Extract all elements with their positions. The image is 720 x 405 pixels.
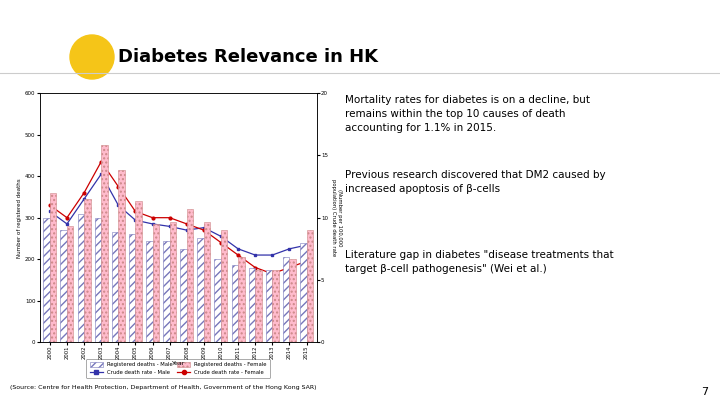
Bar xyxy=(215,259,221,342)
Bar xyxy=(238,257,245,342)
Crude death rate - Female xyxy=(285,265,294,270)
Text: Diabetes Relevance in HK: Diabetes Relevance in HK xyxy=(118,48,378,66)
Text: 7: 7 xyxy=(701,387,708,397)
Bar xyxy=(50,193,56,342)
Bar xyxy=(112,232,118,342)
Bar xyxy=(255,270,261,342)
Text: (Source: Centre for Health Protection, Department of Health, Government of the H: (Source: Centre for Health Protection, D… xyxy=(10,385,317,390)
Crude death rate - Female xyxy=(97,159,106,164)
Y-axis label: (Number per 100,000
population) Crude death rate: (Number per 100,000 population) Crude de… xyxy=(330,179,341,256)
Crude death rate - Male xyxy=(251,253,259,258)
Crude death rate - Male xyxy=(285,246,294,251)
Line: Crude death rate - Female: Crude death rate - Female xyxy=(48,160,308,275)
Bar xyxy=(129,234,135,342)
Line: Crude death rate - Male: Crude death rate - Male xyxy=(48,173,308,256)
X-axis label: Year: Year xyxy=(171,360,185,366)
Bar xyxy=(95,217,102,342)
Bar xyxy=(135,201,142,342)
Bar xyxy=(232,265,238,342)
Bar xyxy=(197,239,204,342)
Crude death rate - Male xyxy=(182,228,191,232)
Crude death rate - Male xyxy=(45,209,54,214)
Crude death rate - Male xyxy=(148,222,157,226)
Crude death rate - Male xyxy=(114,203,122,208)
Crude death rate - Female xyxy=(63,215,71,220)
Crude death rate - Female xyxy=(45,203,54,208)
Bar xyxy=(170,222,176,342)
Bar xyxy=(153,224,159,342)
Crude death rate - Male xyxy=(63,222,71,226)
Text: Literature gap in diabetes "disease treatments that
target β-cell pathogenesis" : Literature gap in diabetes "disease trea… xyxy=(345,250,613,274)
Legend: Registered deaths - Male, Crude death rate - Male, Registered deaths - Female, C: Registered deaths - Male, Crude death ra… xyxy=(86,359,270,378)
Bar xyxy=(307,230,313,342)
Crude death rate - Female xyxy=(114,184,122,189)
Crude death rate - Male xyxy=(268,253,276,258)
Crude death rate - Male xyxy=(80,196,89,201)
Bar xyxy=(300,243,307,342)
Y-axis label: Number of registered deaths: Number of registered deaths xyxy=(17,178,22,258)
Bar xyxy=(248,267,255,342)
Bar xyxy=(163,241,170,342)
Bar xyxy=(180,249,186,342)
Crude death rate - Female xyxy=(166,215,174,220)
Crude death rate - Male xyxy=(234,246,243,251)
Crude death rate - Male xyxy=(166,224,174,229)
Text: Previous research discovered that DM2 caused by
increased apoptosis of β-cells: Previous research discovered that DM2 ca… xyxy=(345,170,606,194)
Crude death rate - Female xyxy=(199,228,208,232)
Crude death rate - Female xyxy=(302,259,311,264)
Bar xyxy=(146,241,153,342)
Bar xyxy=(289,259,296,342)
Crude death rate - Female xyxy=(234,253,243,258)
Text: Mortality rates for diabetes is on a decline, but
remains within the top 10 caus: Mortality rates for diabetes is on a dec… xyxy=(345,95,590,133)
Bar xyxy=(118,170,125,342)
Crude death rate - Female xyxy=(148,215,157,220)
Bar xyxy=(60,230,67,342)
Bar xyxy=(78,213,84,342)
Bar xyxy=(84,199,91,342)
Bar xyxy=(283,257,289,342)
Bar xyxy=(102,145,108,342)
Crude death rate - Female xyxy=(182,222,191,226)
Bar xyxy=(221,230,228,342)
Crude death rate - Female xyxy=(217,240,225,245)
Bar xyxy=(67,226,73,342)
Crude death rate - Female xyxy=(80,190,89,195)
Crude death rate - Female xyxy=(251,265,259,270)
Crude death rate - Male xyxy=(302,243,311,247)
Crude death rate - Female xyxy=(268,271,276,276)
Crude death rate - Male xyxy=(199,225,208,230)
Bar xyxy=(266,270,272,342)
Crude death rate - Male xyxy=(217,234,225,239)
Bar xyxy=(272,270,279,342)
Circle shape xyxy=(70,35,114,79)
Crude death rate - Female xyxy=(131,209,140,214)
Crude death rate - Male xyxy=(131,218,140,223)
Bar xyxy=(186,209,193,342)
Bar xyxy=(204,222,210,342)
Bar xyxy=(43,217,50,342)
Crude death rate - Male xyxy=(97,172,106,177)
